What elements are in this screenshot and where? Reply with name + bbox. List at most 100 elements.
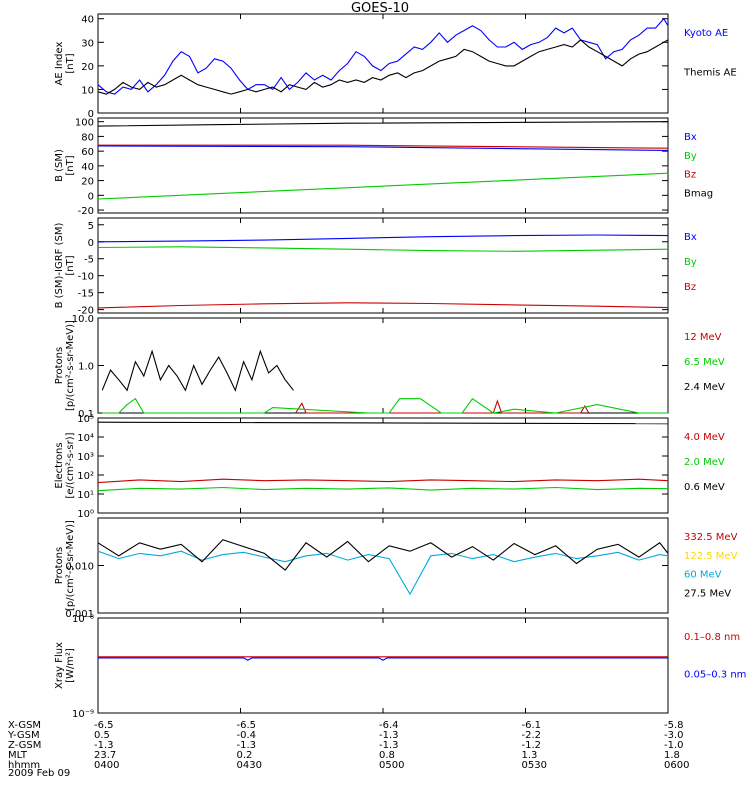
series-line-2-4-mev xyxy=(101,349,294,392)
legend-entry: 0.05–0.3 nm xyxy=(684,670,746,681)
orbit-value: -5.8 xyxy=(664,720,684,731)
orbit-value: -6.5 xyxy=(94,720,114,731)
legend-entry: 60 MeV xyxy=(684,570,722,581)
orbit-row-label: Z-GSM xyxy=(8,740,41,751)
orbit-value: 0.8 xyxy=(379,750,395,761)
series-line-bz xyxy=(98,144,669,149)
y-tick-label: -5 xyxy=(84,255,94,266)
series-line-2-0-mev xyxy=(97,486,669,492)
legend-entry: 0.6 MeV xyxy=(684,482,725,493)
panel-frame xyxy=(97,517,669,614)
y-axis-label: [e/(cm²-s-sr)] xyxy=(65,432,76,498)
y-tick-label: 40 xyxy=(81,162,94,173)
orbit-value: -6.1 xyxy=(522,720,542,731)
y-tick-label: 10.0 xyxy=(72,314,94,325)
figure-title: GOES-10 xyxy=(351,1,409,16)
y-tick-label: 60 xyxy=(81,147,94,158)
orbit-value: 1.8 xyxy=(664,750,680,761)
orbit-value: -1.3 xyxy=(379,730,399,741)
legend-entry: Bz xyxy=(684,170,696,181)
orbit-value: -6.4 xyxy=(379,720,399,731)
y-tick-label: 0 xyxy=(88,238,94,249)
y-axis-label: Protons xyxy=(54,347,65,384)
series-line-bz xyxy=(97,302,669,309)
legend-entry: Bz xyxy=(684,282,696,293)
y-tick-label: 100 xyxy=(75,118,94,129)
panel-frame xyxy=(97,617,669,714)
y-axis-label: Protons xyxy=(54,547,65,584)
legend-entry: Kyoto AE xyxy=(684,28,728,39)
y-axis-label: AE Index xyxy=(54,41,65,85)
orbit-value: -6.5 xyxy=(237,720,257,731)
legend-entry: 12 MeV xyxy=(684,332,722,343)
panel-frame xyxy=(97,417,669,514)
y-tick-label: 40 xyxy=(81,15,94,26)
panel-1: 0 10 20 30 40 AE Index [nT] Kyoto AE Themis AE xyxy=(54,13,737,120)
panel-5: 10⁰ 10¹ 10² 10³ 10⁴ 10⁵ Electrons [e/(cm²-s-sr)… xyxy=(54,414,725,520)
orbit-table: X-GSMY-GSMZ-GSMMLThhmm-6.50.5-1.323.7040… xyxy=(7,720,689,771)
legend-entry: By xyxy=(684,151,697,162)
legend-entry: 0.1–0.8 nm xyxy=(684,632,740,643)
y-tick-label: -20 xyxy=(78,206,94,217)
orbit-value: 23.7 xyxy=(94,750,116,761)
legend-entry: 4.0 MeV xyxy=(684,432,725,443)
y-tick-label: 0 xyxy=(88,191,94,202)
panel-3: -20 -15 -10 -5 0 5 B (SM)-IGRF (SM) [nT] Bx By Bz xyxy=(54,217,697,317)
y-axis-label: Electrons xyxy=(54,442,65,488)
orbit-value: 1.3 xyxy=(522,750,538,761)
y-tick-label: 10⁰ xyxy=(77,509,94,520)
y-tick-label: 10¹ xyxy=(77,490,94,501)
orbit-value: 0500 xyxy=(379,760,404,771)
y-tick-label: 10⁴ xyxy=(77,433,94,444)
orbit-value: -1.2 xyxy=(522,740,542,751)
orbit-value: -1.3 xyxy=(379,740,399,751)
date-label: 2009 Feb 09 xyxy=(8,768,70,779)
orbit-row-label: MLT xyxy=(8,750,28,761)
series-line-0-05-0-3-nm xyxy=(98,657,668,661)
y-tick-label: 80 xyxy=(81,132,94,143)
panel-2: -20 0 20 40 60 80 100 B (SM) [nT] Bx By Bz Bmag xyxy=(54,117,713,217)
series-line-bx xyxy=(97,234,669,243)
legend-entry: Themis AE xyxy=(683,68,737,79)
legend-entry: Bmag xyxy=(684,188,713,199)
legend-entry: 2.4 MeV xyxy=(684,382,725,393)
y-axis-label: [W/m²] xyxy=(65,648,76,683)
orbit-value: 0600 xyxy=(664,760,689,771)
series-line-bx xyxy=(97,145,669,151)
y-tick-label: 20 xyxy=(81,177,94,188)
y-axis-label: [p/(cm²-s-sr-MeV)] xyxy=(65,520,76,611)
y-tick-label: 10⁻⁸ xyxy=(72,614,94,625)
y-tick-label: -10 xyxy=(78,272,94,283)
panel-frame xyxy=(97,317,669,414)
orbit-value: -1.3 xyxy=(94,740,114,751)
series-line-by xyxy=(97,172,669,200)
legend-entry: 6.5 MeV xyxy=(684,357,725,368)
series-line-themis-ae xyxy=(97,39,669,95)
legend-entry: Bx xyxy=(684,232,697,243)
legend-entry: By xyxy=(684,257,697,268)
series-line-6-5-mev xyxy=(102,397,668,414)
y-tick-label: 0.010 xyxy=(65,562,94,573)
legend-entry: 27.5 MeV xyxy=(684,588,731,599)
series-line-4-0-mev xyxy=(97,478,669,484)
y-tick-label: 10⁻⁹ xyxy=(72,709,94,720)
y-tick-label: 10 xyxy=(81,85,94,96)
y-axis-label: [nT] xyxy=(65,53,76,73)
y-tick-label: 10³ xyxy=(77,452,94,463)
orbit-value: 0.2 xyxy=(237,750,253,761)
y-axis-label: [nT] xyxy=(65,255,76,275)
legend-entry: Bx xyxy=(684,132,697,143)
y-tick-label: -20 xyxy=(78,306,94,317)
series-line-by xyxy=(97,246,669,252)
y-axis-label: [p/(cm²-s-sr-MeV)] xyxy=(65,320,76,411)
series-line-0-6-mev xyxy=(97,421,669,425)
orbit-value: -3.0 xyxy=(664,730,684,741)
y-axis-label: B (SM)-IGRF (SM) xyxy=(54,223,65,309)
orbit-value: -1.3 xyxy=(237,740,257,751)
y-axis-label: [nT] xyxy=(65,155,76,175)
panel-frame xyxy=(97,217,669,314)
orbit-value: -2.2 xyxy=(522,730,542,741)
